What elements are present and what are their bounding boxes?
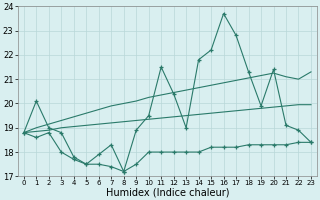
X-axis label: Humidex (Indice chaleur): Humidex (Indice chaleur) <box>106 187 229 197</box>
